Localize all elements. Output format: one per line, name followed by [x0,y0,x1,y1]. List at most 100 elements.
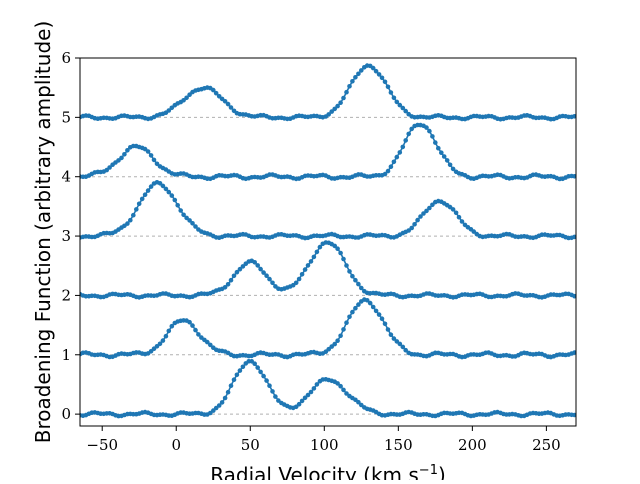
series-line [80,181,576,239]
data-point [264,378,269,383]
data-point [391,95,397,101]
data-point [222,285,228,290]
data-point [267,276,272,282]
data-point [397,102,403,108]
data-point [436,145,441,151]
y-tick-label: 3 [61,227,71,245]
data-point [258,369,263,375]
data-point [270,389,275,394]
data-point [222,99,228,104]
data-point [75,412,80,417]
data-point [356,302,361,307]
data-point [299,398,305,404]
data-point [394,99,400,105]
y-tick-label: 2 [61,286,71,304]
data-point [136,201,142,207]
series-line [80,241,576,299]
data-point [335,246,340,251]
y-tick-label: 5 [61,108,71,126]
data-point [237,266,243,272]
x-tick-label: 150 [384,436,413,454]
series-line [80,124,576,180]
data-point [119,155,124,161]
data-point [187,319,192,325]
data-point [441,154,447,159]
data-point [163,333,169,339]
series-3 [80,180,576,241]
data-point [314,382,320,387]
data-point [160,338,166,343]
x-tick-label: 100 [310,436,339,454]
data-point [145,149,151,154]
data-point [376,72,382,77]
data-point [261,373,266,379]
data-point [430,202,435,208]
data-point [412,222,417,227]
data-point [255,263,260,268]
data-point [231,377,237,383]
data-point [382,321,388,327]
data-point [421,211,426,216]
data-point [252,361,257,367]
data-point [169,323,175,329]
data-point [409,126,415,132]
data-point [160,183,166,189]
series-line [80,64,576,121]
series-2 [80,240,576,300]
data-point [450,166,456,172]
data-point [572,174,576,179]
data-point [299,272,305,277]
data-point [403,108,409,114]
data-point [394,154,400,160]
x-axis-label-close: ) [438,463,446,480]
data-point [240,364,246,370]
x-tick-label: 200 [458,436,487,454]
data-point [572,412,576,418]
data-point [424,125,429,130]
data-point [347,269,352,274]
data-point [208,342,213,348]
data-point [367,300,373,306]
data-point [122,152,127,157]
data-point [388,332,394,338]
x-axis-label-text: Radial Velocity (km s [210,463,419,480]
data-point [190,323,195,328]
data-point [258,266,263,272]
data-point [255,365,260,370]
data-point [169,193,175,198]
x-tick-label: −50 [86,436,118,454]
data-point [142,192,148,197]
data-point [385,327,391,332]
data-point [356,399,361,405]
data-point [184,95,189,101]
data-point [205,339,210,345]
data-point [314,249,320,255]
data-point [353,277,358,283]
data-point [370,304,376,310]
data-point [356,71,361,77]
data-point [332,106,338,112]
data-point [225,389,231,395]
data-point [332,341,338,347]
data-point [131,212,136,218]
data-point [107,165,112,170]
data-point [335,381,340,386]
data-point [302,267,308,272]
data-point [264,273,269,279]
data-point [139,196,145,202]
data-point [344,89,349,95]
data-point [382,171,388,177]
data-point [305,392,311,398]
data-point [296,276,302,282]
data-point [341,327,346,332]
data-point [379,75,385,81]
data-point [397,341,403,347]
data-point [447,162,453,168]
data-point [125,148,130,153]
data-point [370,65,376,71]
y-tick-label: 4 [61,168,71,186]
data-point [270,280,275,286]
data-point [373,308,379,314]
data-point [228,105,234,110]
